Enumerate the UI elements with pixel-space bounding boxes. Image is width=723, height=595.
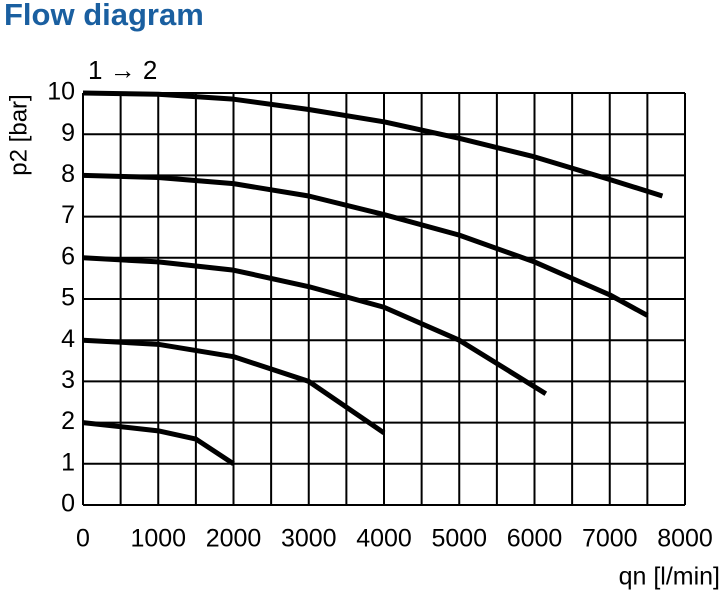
- chart-title: Flow diagram: [4, 0, 204, 32]
- y-tick-label: 8: [61, 160, 75, 188]
- x-tick-label: 0: [76, 525, 90, 553]
- x-tick-label: 8000: [657, 525, 713, 553]
- y-tick-label: 4: [61, 325, 75, 353]
- y-tick-label: 7: [61, 201, 75, 229]
- y-axis-label: p2 [bar]: [5, 94, 32, 175]
- x-tick-label: 6000: [507, 525, 563, 553]
- y-tick-label: 5: [61, 284, 75, 312]
- data-line: [82, 172, 649, 318]
- x-tick-label: 3000: [281, 525, 337, 553]
- data-line: [82, 255, 548, 396]
- data-line: [82, 337, 386, 435]
- x-tick-label: 1000: [130, 525, 186, 553]
- data-line: [82, 420, 235, 466]
- x-axis-label: qn [l/min]: [619, 563, 720, 591]
- y-tick-label: 9: [61, 119, 75, 147]
- y-tick-label: 3: [61, 366, 75, 394]
- y-tick-label: 6: [61, 242, 75, 270]
- x-tick-label: 2000: [206, 525, 262, 553]
- y-tick-label: 0: [61, 490, 75, 518]
- x-tick-label: 5000: [431, 525, 487, 553]
- y-tick-label: 1: [61, 448, 75, 476]
- y-tick-label: 2: [61, 407, 75, 435]
- annotation: 1 → 2: [88, 55, 157, 85]
- data-line: [82, 90, 664, 199]
- y-tick-label: 10: [47, 78, 75, 106]
- x-tick-label: 4000: [356, 525, 412, 553]
- x-tick-label: 7000: [582, 525, 638, 553]
